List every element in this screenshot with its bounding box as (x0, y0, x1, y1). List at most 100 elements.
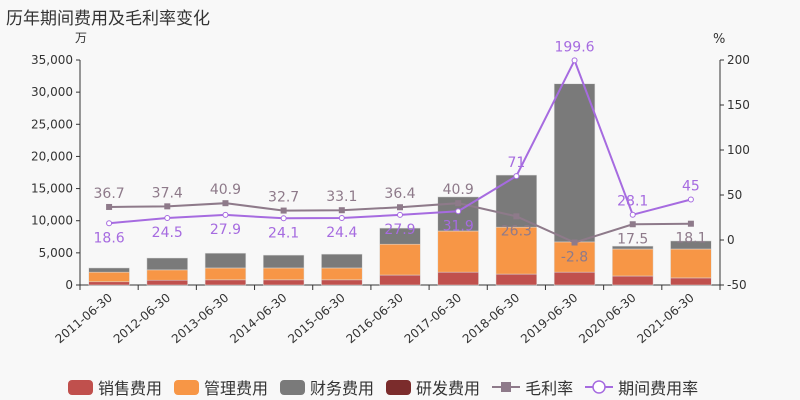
point-毛利率 (629, 221, 636, 228)
legend-item[interactable]: 毛利率 (492, 375, 573, 399)
left-tick-label: 5,000 (39, 246, 73, 260)
bar-管理费用 (204, 267, 247, 281)
point-毛利率 (455, 200, 462, 207)
bar-管理费用 (263, 267, 305, 281)
left-tick-label: 10,000 (31, 214, 73, 228)
bar-销售费用 (263, 279, 305, 286)
data-label-期间费用率: 24.5 (152, 225, 183, 241)
point-期间费用率 (338, 215, 345, 222)
bar-财务费用 (204, 252, 247, 269)
point-毛利率 (397, 204, 403, 211)
legend-swatch-icon (386, 379, 412, 395)
point-期间费用率 (164, 214, 171, 221)
bar-财务费用 (612, 245, 654, 250)
data-label-毛利率: 32.7 (268, 190, 299, 206)
bar-财务费用 (495, 174, 537, 228)
left-tick-label: 25,000 (31, 117, 73, 131)
x-tick-label: 2021-06-30 (634, 291, 696, 347)
data-label-毛利率: 40.9 (210, 182, 241, 198)
legend-item[interactable]: 管理费用 (174, 375, 268, 399)
x-tick-label: 2011-06-30 (53, 291, 115, 347)
bar-管理费用 (437, 230, 479, 273)
data-label-期间费用率: 199.6 (554, 39, 594, 55)
bar-销售费用 (612, 275, 654, 286)
right-tick-label: 100 (727, 143, 750, 157)
point-期间费用率 (687, 196, 694, 203)
data-label-毛利率: 36.4 (384, 186, 415, 202)
data-label-期间费用率: 27.9 (384, 222, 415, 238)
point-期间费用率 (222, 211, 229, 218)
legend-item[interactable]: 研发费用 (386, 375, 480, 399)
bar-管理费用 (670, 248, 712, 279)
legend-item[interactable]: 销售费用 (68, 375, 162, 399)
point-毛利率 (106, 203, 113, 210)
x-tick-label: 2018-06-30 (460, 291, 522, 347)
legend-swatch-icon (280, 379, 306, 395)
left-tick-label: 15,000 (31, 182, 73, 196)
bar-财务费用 (553, 83, 596, 243)
point-毛利率 (164, 203, 171, 210)
point-毛利率 (338, 207, 345, 214)
point-期间费用率 (106, 220, 113, 227)
x-tick-label: 2017-06-30 (402, 291, 464, 347)
data-label-期间费用率: 45 (682, 179, 700, 195)
point-期间费用率 (513, 173, 520, 180)
bar-财务费用 (321, 253, 363, 269)
bar-财务费用 (88, 267, 130, 273)
x-tick-label: 2020-06-30 (576, 291, 638, 347)
legend: 销售费用 管理费用 财务费用 研发费用 毛利率 期间费用率 (68, 375, 698, 399)
right-unit: % (713, 32, 725, 47)
bar-销售费用 (146, 279, 188, 286)
right-tick-label: 50 (727, 188, 742, 202)
right-tick-label: 0 (727, 233, 735, 247)
legend-line-icon (492, 382, 521, 392)
data-label-期间费用率: 71 (507, 155, 525, 171)
point-期间费用率 (280, 215, 287, 222)
left-unit: 万 (75, 31, 87, 45)
legend-item[interactable]: 期间费用率 (585, 375, 698, 399)
legend-swatch-icon (174, 379, 200, 395)
bar-管理费用 (146, 269, 188, 281)
point-毛利率 (571, 239, 578, 246)
data-label-期间费用率: 27.9 (210, 222, 241, 238)
legend-label: 财务费用 (310, 379, 375, 398)
legend-label: 销售费用 (98, 379, 163, 398)
bar-财务费用 (263, 254, 305, 269)
bar-销售费用 (204, 279, 247, 286)
x-tick-label: 2012-06-30 (111, 291, 173, 347)
x-tick-label: 2015-06-30 (285, 291, 347, 347)
bar-管理费用 (321, 267, 363, 281)
point-毛利率 (280, 207, 287, 214)
right-tick-label: 200 (727, 53, 750, 67)
x-tick-label: 2016-06-30 (343, 291, 405, 347)
data-label-毛利率: 36.7 (94, 186, 125, 202)
point-毛利率 (222, 200, 229, 207)
data-label-期间费用率: 28.1 (617, 194, 648, 210)
point-期间费用率 (455, 208, 462, 215)
bar-销售费用 (88, 281, 130, 286)
point-期间费用率 (397, 211, 403, 218)
legend-item[interactable]: 财务费用 (280, 375, 374, 399)
right-tick-label: -50 (727, 278, 747, 292)
point-期间费用率 (629, 211, 636, 218)
bar-管理费用 (612, 248, 654, 277)
bar-管理费用 (379, 243, 421, 276)
legend-label: 管理费用 (204, 379, 269, 398)
x-tick-label: 2014-06-30 (227, 291, 289, 347)
x-tick-label: 2019-06-30 (518, 291, 580, 347)
bar-管理费用 (553, 241, 596, 273)
bar-管理费用 (495, 226, 537, 275)
bar-销售费用 (670, 277, 712, 286)
legend-label: 期间费用率 (618, 379, 699, 398)
data-label-期间费用率: 24.4 (326, 225, 357, 241)
bar-财务费用 (670, 240, 712, 250)
legend-label: 研发费用 (416, 379, 481, 398)
left-tick-label: 20,000 (31, 149, 73, 163)
point-毛利率 (687, 220, 694, 227)
data-label-期间费用率: 24.1 (268, 225, 299, 241)
bar-销售费用 (495, 273, 537, 286)
x-tick-label: 2013-06-30 (169, 291, 231, 347)
legend-line-icon (585, 380, 614, 394)
legend-swatch-icon (68, 379, 93, 395)
